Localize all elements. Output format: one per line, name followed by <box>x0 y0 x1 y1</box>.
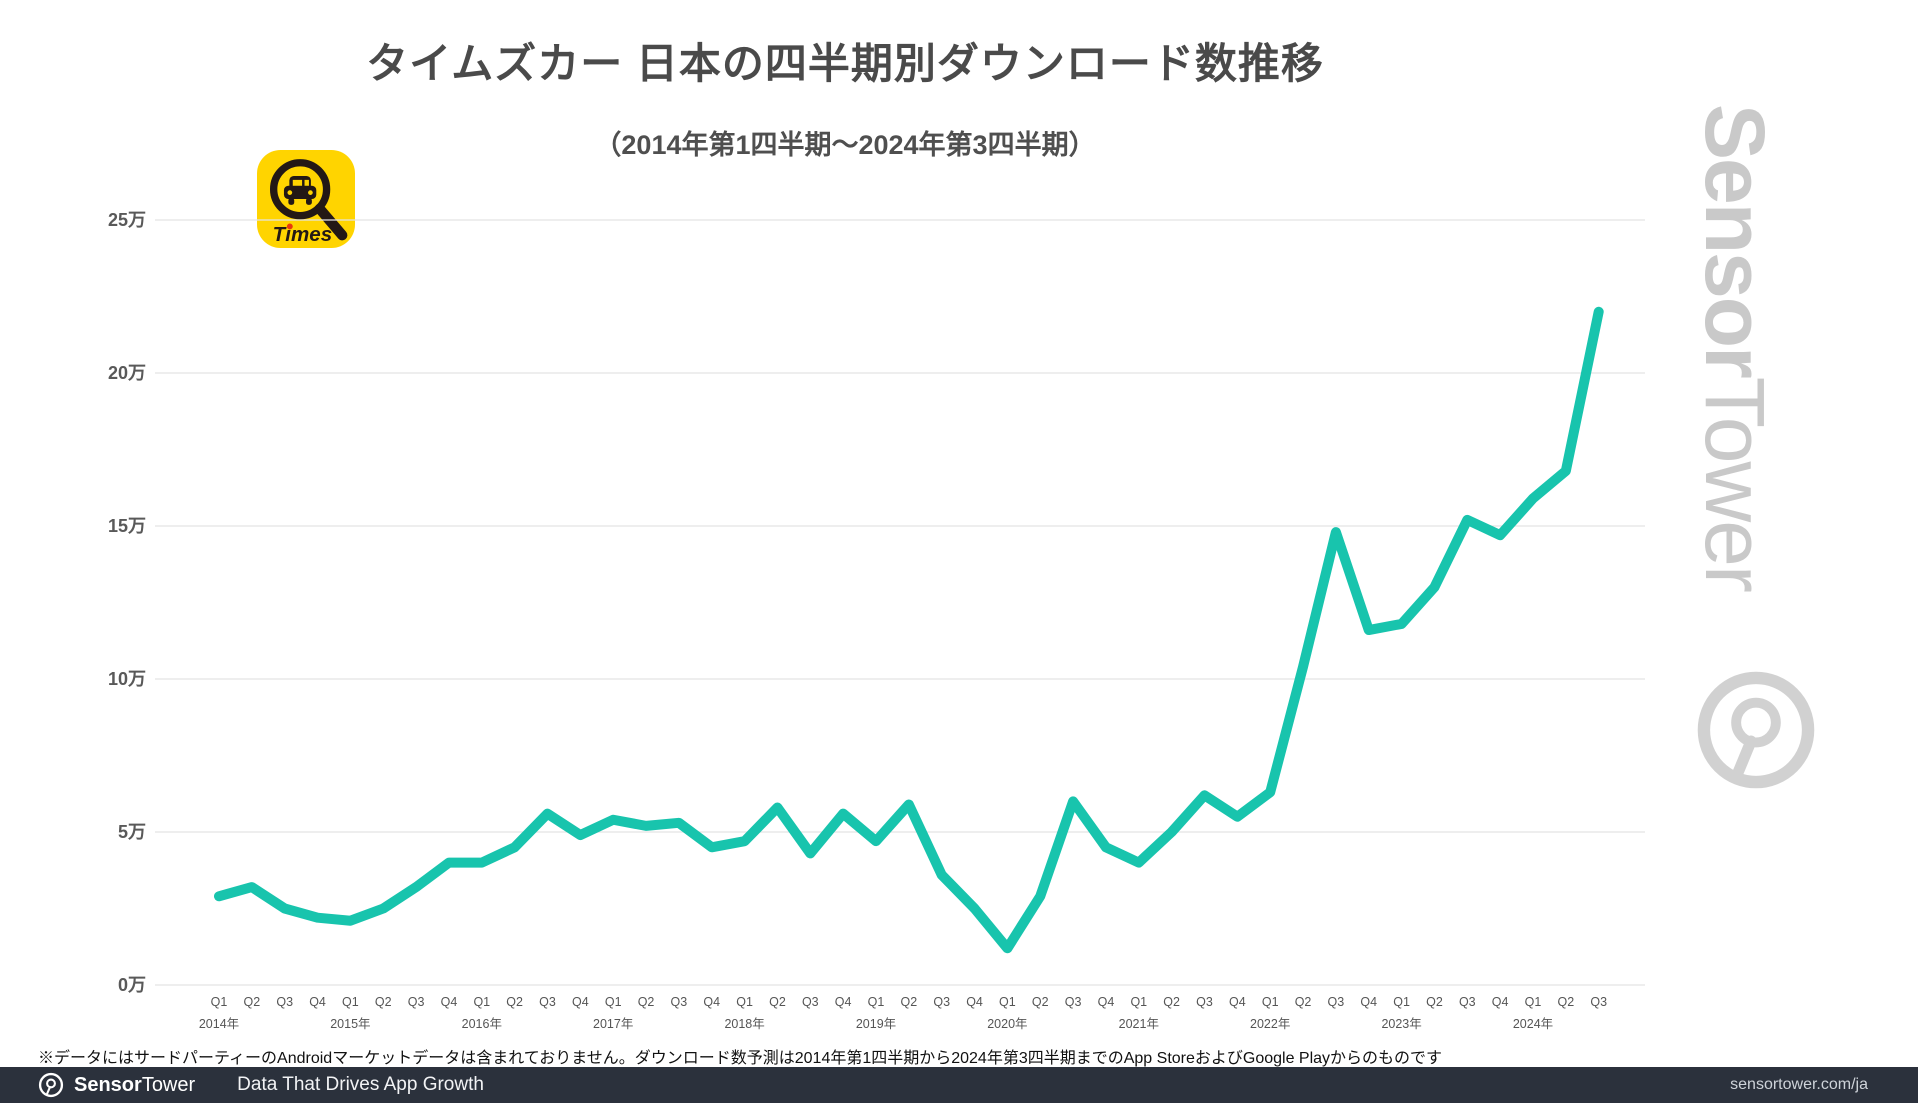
x-tick-year: 2017年 <box>593 1017 633 1031</box>
x-tick-quarter: Q3 <box>671 995 688 1009</box>
x-tick-quarter: Q2 <box>1163 995 1180 1009</box>
x-tick-quarter: Q2 <box>244 995 261 1009</box>
x-tick-quarter: Q3 <box>276 995 293 1009</box>
x-tick-quarter: Q2 <box>1426 995 1443 1009</box>
data-disclaimer-footnote: ※データにはサードパーティーのAndroidマーケットデータは含まれておりません… <box>38 1050 1443 1067</box>
x-tick-quarter: Q1 <box>868 995 885 1009</box>
x-axis-year-labels: 2014年 2015年 2016年 2017年 2018年 2019年 2020年 2021年… <box>199 1017 1553 1031</box>
x-tick-quarter: Q2 <box>506 995 523 1009</box>
car-icon <box>283 175 317 205</box>
x-tick-quarter: Q2 <box>1558 995 1575 1009</box>
x-tick-quarter: Q1 <box>342 995 359 1009</box>
x-tick-year: 2022年 <box>1250 1017 1290 1031</box>
x-tick-quarter: Q3 <box>1065 995 1082 1009</box>
footer-brand-light: Tower <box>141 1073 196 1096</box>
x-tick-year: 2015年 <box>330 1017 370 1031</box>
x-tick-quarter: Q3 <box>933 995 950 1009</box>
x-tick-quarter: Q2 <box>1295 995 1312 1009</box>
x-tick-quarter: Q2 <box>375 995 392 1009</box>
gridlines <box>155 219 1645 986</box>
x-tick-quarter: Q1 <box>473 995 490 1009</box>
footer-tagline: Data That Drives App Growth <box>237 1074 484 1095</box>
x-tick-quarter: Q3 <box>1328 995 1345 1009</box>
x-tick-quarter: Q1 <box>211 995 228 1009</box>
x-tick-quarter: Q2 <box>901 995 918 1009</box>
sensortower-logo-watermark <box>1697 671 1815 789</box>
page-title: タイムズカー 日本の四半期別ダウンロード数推移 <box>366 40 1324 87</box>
footer-bar: SensorTower Data That Drives App Growth … <box>0 1067 1918 1103</box>
magnifier-icon <box>269 159 348 241</box>
title-block: タイムズカー 日本の四半期別ダウンロード数推移 （2014年第1四半期～2024… <box>90 0 1600 162</box>
downloads-trend-line <box>214 306 1604 954</box>
y-tick-label: 15万 <box>108 516 146 536</box>
x-tick-quarter: Q1 <box>999 995 1016 1009</box>
x-tick-quarter: Q4 <box>703 995 720 1009</box>
y-tick-label: 10万 <box>108 669 146 689</box>
watermark-brand-bold: Sensor <box>1688 104 1782 377</box>
x-tick-year: 2019年 <box>856 1017 896 1031</box>
sensortower-watermark-text: SensorTower <box>1686 104 1783 644</box>
y-tick-label: 25万 <box>108 210 146 230</box>
footer-brand-bold: Sensor <box>74 1073 142 1096</box>
x-tick-quarter: Q4 <box>1098 995 1115 1009</box>
footer-brand: SensorTower <box>74 1074 195 1097</box>
x-tick-quarter: Q1 <box>1393 995 1410 1009</box>
x-tick-quarter: Q4 <box>966 995 983 1009</box>
x-tick-year: 2014年 <box>199 1017 239 1031</box>
times-wordmark: Tımes <box>273 223 332 246</box>
y-tick-label: 20万 <box>108 363 146 383</box>
x-tick-year: 2023年 <box>1381 1017 1421 1031</box>
x-axis-quarter-labels: Q1 Q2 Q3 Q4 Q1 Q2 Q3 Q4 Q1 Q2 Q3 Q4 Q1 Q2 Q3 Q4 Q1 Q2 Q3 Q4… <box>211 995 1607 1009</box>
x-tick-quarter: Q3 <box>1590 995 1607 1009</box>
x-tick-year: 2020年 <box>987 1017 1027 1031</box>
x-tick-quarter: Q1 <box>1525 995 1542 1009</box>
x-tick-quarter: Q3 <box>802 995 819 1009</box>
watermark-brand-light: Tower <box>1688 376 1782 591</box>
x-tick-quarter: Q2 <box>638 995 655 1009</box>
x-tick-quarter: Q4 <box>309 995 326 1009</box>
y-tick-label: 0万 <box>118 975 146 995</box>
x-tick-quarter: Q1 <box>1130 995 1147 1009</box>
y-tick-label: 5万 <box>118 822 146 842</box>
x-tick-quarter: Q3 <box>539 995 556 1009</box>
x-tick-quarter: Q4 <box>835 995 852 1009</box>
x-tick-quarter: Q4 <box>1229 995 1246 1009</box>
x-tick-quarter: Q4 <box>572 995 589 1009</box>
x-tick-quarter: Q4 <box>1492 995 1509 1009</box>
x-tick-year: 2016年 <box>462 1017 502 1031</box>
x-tick-year: 2021年 <box>1119 1017 1159 1031</box>
x-tick-quarter: Q1 <box>605 995 622 1009</box>
x-tick-quarter: Q2 <box>1032 995 1049 1009</box>
x-tick-quarter: Q3 <box>408 995 425 1009</box>
y-axis-labels: 0万 5万 10万 15万 20万 25万 <box>108 210 146 995</box>
x-tick-quarter: Q2 <box>769 995 786 1009</box>
times-wordmark-text: Tımes <box>273 223 332 246</box>
footer-url[interactable]: sensortower.com/ja <box>1730 1076 1868 1093</box>
x-tick-quarter: Q1 <box>1262 995 1279 1009</box>
x-tick-quarter: Q1 <box>736 995 753 1009</box>
x-tick-quarter: Q4 <box>441 995 458 1009</box>
x-tick-year: 2024年 <box>1513 1017 1553 1031</box>
page-subtitle: （2014年第1四半期～2024年第3四半期） <box>594 130 1096 160</box>
sensortower-logo-icon <box>38 1072 64 1098</box>
times-wordmark-red-dot <box>286 223 293 230</box>
x-tick-quarter: Q3 <box>1196 995 1213 1009</box>
x-tick-quarter: Q4 <box>1360 995 1377 1009</box>
x-tick-quarter: Q3 <box>1459 995 1476 1009</box>
x-tick-year: 2018年 <box>724 1017 764 1031</box>
times-car-app-icon: Tımes <box>257 150 355 248</box>
